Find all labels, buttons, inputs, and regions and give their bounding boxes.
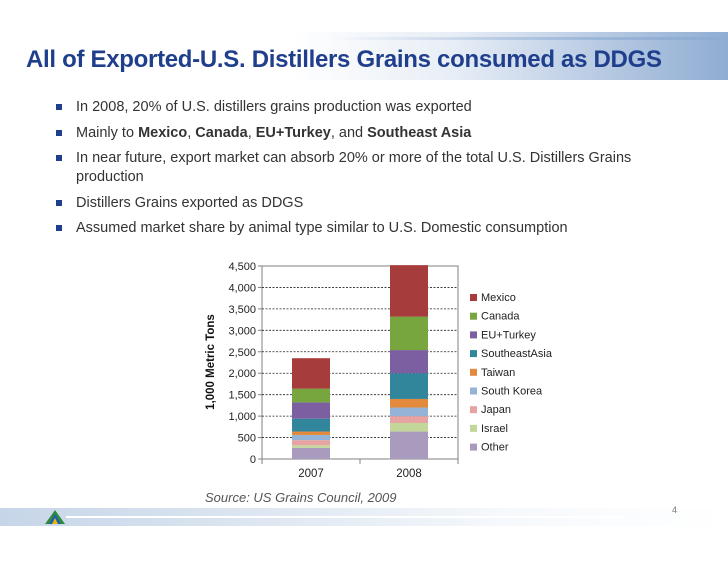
bullet-square-icon: [56, 104, 62, 110]
legend-swatch: [470, 443, 477, 451]
y-tick-label: 500: [238, 433, 256, 445]
bar-segment: [390, 350, 428, 374]
bar-segment: [292, 434, 330, 441]
bar-segment: [390, 265, 428, 317]
bullet-item: Distillers Grains exported as DDGS: [56, 194, 696, 213]
legend-swatch: [470, 368, 477, 376]
bar-segment: [292, 440, 330, 446]
bar-segment: [390, 431, 428, 459]
footer-band: [0, 508, 728, 526]
bullet-item: In near future, export market can absorb…: [56, 149, 696, 187]
bullet-emphasis: Mexico: [138, 124, 188, 141]
legend-swatch: [470, 387, 477, 395]
legend-swatch: [470, 312, 477, 320]
bar-segment: [292, 402, 330, 419]
bullet-text: Mainly to: [76, 124, 139, 141]
y-tick-label: 1,500: [228, 390, 256, 402]
legend-swatch: [470, 331, 477, 339]
legend-swatch: [470, 294, 477, 301]
bullet-list: In 2008, 20% of U.S. distillers grains p…: [56, 98, 696, 245]
legend-label: South Korea: [481, 386, 543, 398]
bullet-text: Distillers Grains exported as DDGS: [76, 194, 304, 211]
legend-swatch: [470, 350, 477, 358]
legend-label: SoutheastAsia: [481, 348, 553, 360]
title-band: [0, 32, 728, 80]
y-tick-label: 2,000: [228, 368, 256, 380]
legend-swatch: [470, 406, 477, 414]
bar-segment: [390, 398, 428, 408]
plot-area: [261, 265, 459, 460]
bullet-square-icon: [56, 199, 62, 206]
bullet-square-icon: [56, 155, 62, 161]
legend-label: Other: [481, 442, 509, 454]
bullet-item: Assumed market share by animal type simi…: [56, 219, 696, 238]
x-tick-label: 2007: [298, 468, 324, 480]
bullet-square-icon: [56, 225, 62, 231]
bullet-emphasis: EU+Turkey: [255, 124, 331, 141]
bullet-emphasis: Canada: [195, 124, 248, 141]
bullet-text: , and: [330, 124, 368, 141]
legend-label: Mexico: [481, 292, 516, 304]
source-citation: Source: US Grains Council, 2009: [205, 490, 397, 505]
bullet-text: ,: [247, 124, 256, 141]
legend-swatch: [470, 424, 477, 432]
y-tick-label: 3,000: [228, 325, 256, 337]
legend-label: Taiwan: [481, 367, 515, 379]
bullet-item: In 2008, 20% of U.S. distillers grains p…: [56, 98, 696, 117]
logo-icon: [45, 510, 65, 524]
y-tick-label: 4,000: [228, 282, 256, 294]
footer-line: [66, 516, 626, 518]
y-tick-label: 1,000: [228, 411, 256, 423]
bar-segment: [292, 445, 330, 448]
y-tick-label: 3,500: [228, 304, 256, 316]
y-tick-label: 0: [250, 454, 256, 466]
y-tick-label: 2,500: [228, 347, 256, 359]
bullet-text: Assumed market share by animal type simi…: [76, 220, 568, 236]
bar-segment: [390, 373, 428, 399]
legend-label: EU+Turkey: [481, 329, 536, 341]
bar-segment: [292, 388, 330, 403]
bar-segment: [390, 422, 428, 432]
bar-segment: [292, 431, 330, 435]
y-tick-label: 4,500: [228, 261, 256, 273]
bar-segment: [390, 416, 428, 423]
slide-title: All of Exported-U.S. Distillers Grains c…: [26, 46, 662, 73]
legend-label: Israel: [481, 423, 508, 435]
y-axis-label: 1,000 Metric Tons: [205, 314, 217, 410]
bullet-text: ,: [187, 124, 196, 141]
title-band-accent: [330, 37, 728, 40]
bar-segment: [292, 447, 330, 459]
legend-label: Japan: [481, 404, 511, 416]
bullet-emphasis: Southeast Asia: [367, 124, 472, 141]
bar-segment: [292, 418, 330, 432]
x-tick-label: 2008: [396, 468, 422, 480]
bullet-item: Mainly to Mexico, Canada, EU+Turkey, and…: [56, 124, 696, 143]
bullet-text: In 2008, 20% of U.S. distillers grains p…: [76, 99, 472, 115]
bar-segment: [292, 358, 330, 389]
bar-segment: [390, 407, 428, 417]
bullet-square-icon: [56, 129, 62, 136]
bar-segment: [390, 316, 428, 351]
bullet-text: In near future, export market can absorb…: [76, 150, 632, 185]
legend-label: Canada: [481, 311, 520, 323]
page-number: 4: [672, 505, 678, 515]
